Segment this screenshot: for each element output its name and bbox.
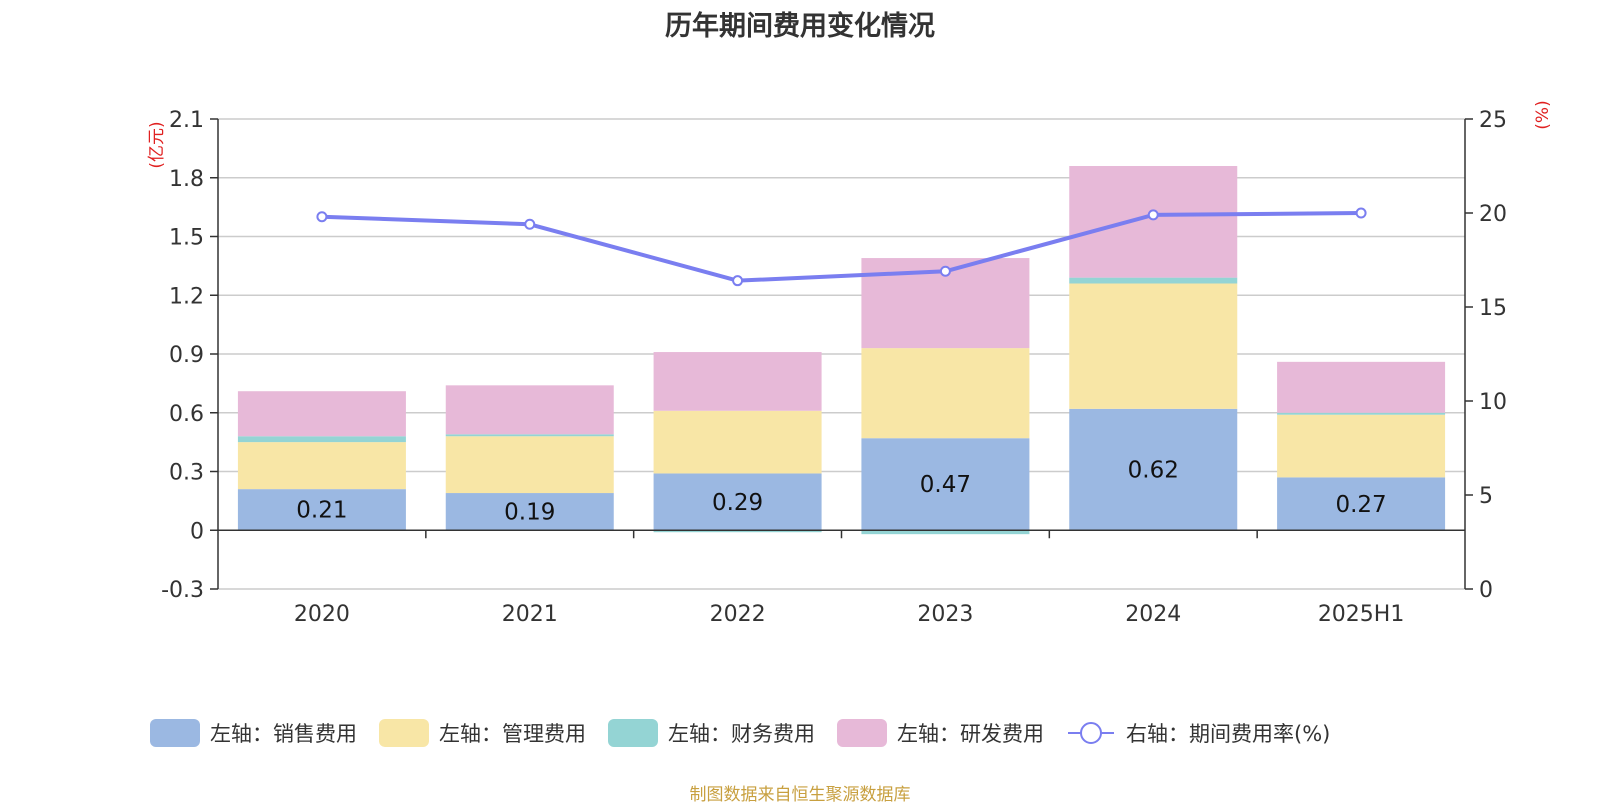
x-tick-label: 2022 bbox=[710, 602, 766, 627]
legend-line-marker bbox=[1068, 722, 1114, 744]
bar-layer bbox=[237, 166, 1446, 535]
x-tick-label: 2025H1 bbox=[1318, 602, 1405, 627]
right-tick-label: 25 bbox=[1479, 108, 1507, 133]
right-tick-label: 15 bbox=[1479, 296, 1507, 321]
legend-item[interactable]: 右轴：期间费用率(%) bbox=[1066, 718, 1330, 748]
legend-item[interactable]: 左轴：销售费用 bbox=[150, 718, 357, 748]
legend-swatch bbox=[608, 719, 658, 747]
left-tick-label: 2.1 bbox=[169, 108, 204, 133]
legend-label: 右轴：期间费用率(%) bbox=[1126, 722, 1331, 746]
data-labels: 0.21 0.19 0.29 0.47 0.62 0.27 bbox=[296, 458, 1386, 526]
rate-point bbox=[524, 218, 536, 230]
legend-label: 左轴：管理费用 bbox=[439, 722, 586, 746]
x-tick-label: 2023 bbox=[917, 602, 973, 627]
left-tick-label: 1.8 bbox=[169, 167, 204, 192]
bar-segment bbox=[237, 489, 406, 531]
x-tick-label: 2024 bbox=[1125, 602, 1181, 627]
right-tick-label: 5 bbox=[1479, 484, 1493, 509]
bar-segment bbox=[653, 410, 822, 474]
right-tick-label: 20 bbox=[1479, 202, 1507, 227]
bar-segment bbox=[1277, 361, 1446, 413]
bar-data-label: 0.21 bbox=[296, 498, 347, 524]
legend-label: 左轴：财务费用 bbox=[668, 722, 815, 746]
legend-item[interactable]: 左轴：管理费用 bbox=[379, 718, 586, 748]
rate-point bbox=[732, 275, 744, 287]
legend-label: 左轴：销售费用 bbox=[210, 722, 357, 746]
chart-title: 历年期间费用变化情况 bbox=[665, 11, 935, 42]
bar-segment bbox=[653, 530, 822, 533]
bar-segment bbox=[445, 434, 614, 437]
bar-segment bbox=[861, 438, 1030, 531]
axes: -0.3 0 0.3 0.6 0.9 1.2 1.5 1.8 2.1 0 5 10 15 20 25 2020… bbox=[147, 100, 1553, 627]
rate-point bbox=[316, 211, 328, 223]
x-tick-label: 2021 bbox=[502, 602, 558, 627]
bar-segment bbox=[1069, 283, 1238, 409]
bar-segment bbox=[1069, 166, 1238, 278]
bar-segment bbox=[237, 436, 406, 443]
left-axis-unit: (亿元) bbox=[147, 121, 167, 168]
bar-segment bbox=[1277, 412, 1446, 415]
bar-segment bbox=[1069, 277, 1238, 284]
rate-line bbox=[321, 211, 1362, 283]
bar-data-label: 0.47 bbox=[920, 472, 971, 498]
right-tick-label: 0 bbox=[1479, 578, 1493, 603]
x-tick-label: 2020 bbox=[294, 602, 350, 627]
bar-segment bbox=[237, 442, 406, 490]
bar-segment bbox=[1277, 414, 1446, 478]
bar-segment bbox=[653, 352, 822, 411]
rate-point bbox=[1147, 209, 1159, 221]
bar-segment bbox=[1069, 408, 1238, 531]
left-tick-label: 1.2 bbox=[169, 284, 204, 309]
rate-point bbox=[939, 265, 951, 277]
bar-data-label: 0.29 bbox=[712, 490, 763, 516]
bar-segment bbox=[861, 348, 1030, 439]
bar-segment bbox=[445, 436, 614, 494]
left-tick-label: 0.9 bbox=[169, 343, 204, 368]
bar-segment bbox=[237, 391, 406, 437]
bar-segment bbox=[861, 530, 1030, 535]
bar-segment bbox=[653, 473, 822, 531]
rate-line-layer bbox=[316, 207, 1367, 287]
left-tick-label: 0.3 bbox=[169, 461, 204, 486]
left-tick-label: 0.6 bbox=[169, 402, 204, 427]
left-tick-label: 1.5 bbox=[169, 226, 204, 251]
bar-data-label: 0.27 bbox=[1335, 492, 1386, 518]
rate-point bbox=[1355, 207, 1367, 219]
right-axis-unit: (%) bbox=[1533, 100, 1553, 129]
bar-segment bbox=[1277, 477, 1446, 531]
left-tick-label: -0.3 bbox=[161, 578, 204, 603]
legend-label: 左轴：研发费用 bbox=[897, 722, 1044, 746]
right-tick-label: 10 bbox=[1479, 390, 1507, 415]
legend-swatch bbox=[837, 719, 887, 747]
bar-segment bbox=[445, 385, 614, 435]
bar-data-label: 0.19 bbox=[504, 500, 555, 526]
legend: 左轴：销售费用 左轴：管理费用 左轴：财务费用 左轴：研发费用 右轴：期间费用率(%) bbox=[150, 718, 1352, 748]
left-tick-label: 0 bbox=[190, 519, 204, 544]
legend-swatch bbox=[150, 719, 200, 747]
legend-item[interactable]: 左轴：财务费用 bbox=[608, 718, 815, 748]
legend-item[interactable]: 左轴：研发费用 bbox=[837, 718, 1044, 748]
source-note: 制图数据来自恒生聚源数据库 bbox=[689, 785, 911, 805]
bar-data-label: 0.62 bbox=[1128, 458, 1179, 484]
legend-swatch bbox=[379, 719, 429, 747]
bar-segment bbox=[445, 493, 614, 531]
